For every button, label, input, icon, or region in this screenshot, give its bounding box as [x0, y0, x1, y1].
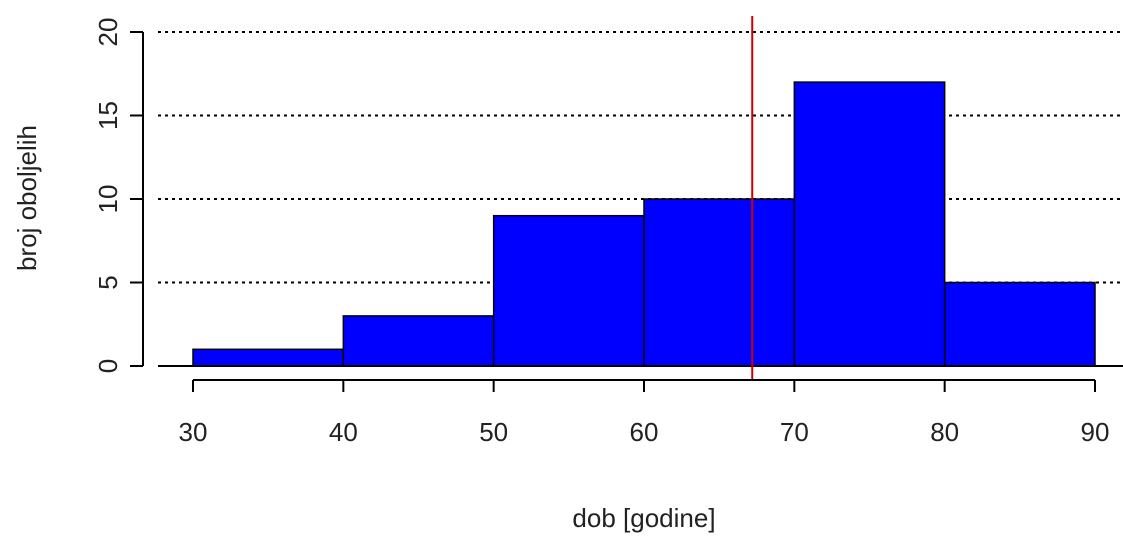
- y-tick-label: 5: [93, 275, 123, 289]
- y-axis: 0 5 10 15 20: [93, 18, 144, 373]
- x-tick-label: 90: [1081, 417, 1110, 447]
- y-tick-label: 10: [93, 185, 123, 214]
- histogram-bar: [643, 198, 796, 367]
- y-axis-title: broj oboljelih: [12, 125, 42, 271]
- histogram-bar: [943, 281, 1096, 367]
- bars: [158, 81, 1123, 367]
- x-tick-label: 70: [780, 417, 809, 447]
- x-tick-label: 80: [930, 417, 959, 447]
- x-tick-label: 30: [179, 417, 208, 447]
- x-tick-label: 50: [479, 417, 508, 447]
- x-axis-title: dob [godine]: [572, 503, 715, 533]
- y-tick-label: 20: [93, 18, 123, 47]
- x-tick-label: 60: [630, 417, 659, 447]
- histogram-bar: [492, 214, 645, 367]
- y-tick-label: 15: [93, 101, 123, 130]
- y-tick-label: 0: [93, 359, 123, 373]
- histogram-bar: [793, 81, 946, 367]
- x-tick-label: 40: [329, 417, 358, 447]
- histogram-bar: [342, 315, 495, 367]
- histogram-bar: [192, 348, 345, 367]
- x-axis: 30 40 50 60 70 80 90: [179, 379, 1110, 447]
